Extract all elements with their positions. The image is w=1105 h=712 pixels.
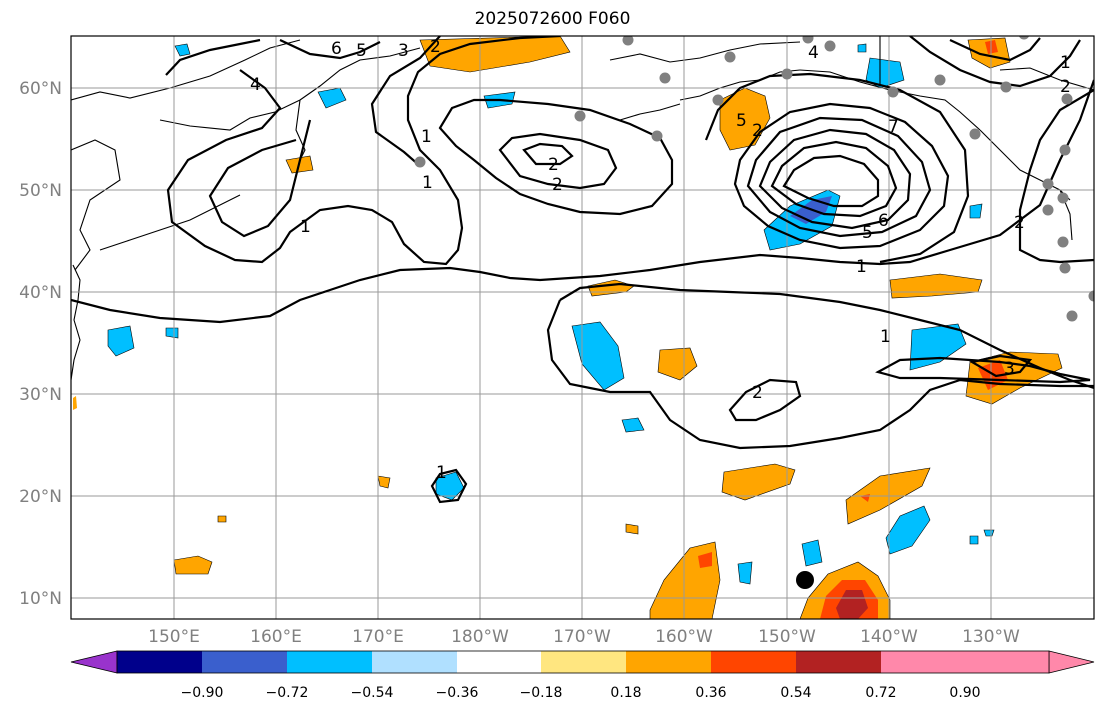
longitude-labels: 150°E 160°E 170°E 180°W 170°W 160°W 150°… <box>148 627 1020 647</box>
shaded-anomalies <box>73 36 1063 619</box>
contour-label: 5 <box>356 41 367 61</box>
contour-label: 3 <box>1004 359 1015 379</box>
lon-label: 160°E <box>250 627 302 647</box>
colorbar-segment <box>117 651 202 673</box>
colorbar-segment <box>881 651 965 673</box>
contour-label: 1 <box>422 173 433 193</box>
colorbar-segment <box>796 651 881 673</box>
lat-label: 30°N <box>19 385 62 405</box>
colorbar-tick-label: −0.54 <box>351 685 394 701</box>
contour-label: 1 <box>300 217 311 237</box>
colorbar-extend-high <box>1048 650 1095 674</box>
colorbar-tick-label: 0.90 <box>949 685 980 701</box>
colorbar-segment <box>287 651 372 673</box>
contour-label: 1 <box>856 257 867 277</box>
colorbar-tick-label: 0.18 <box>610 685 641 701</box>
colorbar-segment <box>202 651 287 673</box>
colorbar-segment <box>711 651 796 673</box>
colorbar-tick-label: 0.72 <box>865 685 896 701</box>
contour-label: 2 <box>752 383 763 403</box>
latitude-labels: 60°N 50°N 40°N 30°N 20°N 10°N <box>19 79 62 609</box>
colorbar-tick-label: 0.36 <box>695 685 726 701</box>
colorbar-tick-label: −0.72 <box>266 685 309 701</box>
lon-label: 170°E <box>352 627 404 647</box>
colorbar-segment <box>965 651 1049 673</box>
colorbar-tick-label: −0.18 <box>520 685 563 701</box>
lat-label: 60°N <box>19 79 62 99</box>
lon-label: 130°W <box>962 627 1020 647</box>
colorbar-tick-label: 0.54 <box>780 685 811 701</box>
lon-label: 150°W <box>758 627 816 647</box>
colorbar-segment <box>541 651 626 673</box>
contour-label: 6 <box>878 211 889 231</box>
contour-lines <box>71 36 1094 504</box>
contour-label: 1 <box>436 463 447 483</box>
contour-label: 5 <box>862 223 873 243</box>
colorbar-segment <box>457 651 541 673</box>
contour-label: 1 <box>1060 53 1071 73</box>
coastlines <box>71 36 1094 381</box>
contour-label: 2 <box>1014 213 1025 233</box>
lon-label: 140°W <box>860 627 918 647</box>
contour-label: 2 <box>1060 77 1071 97</box>
contour-label: 1 <box>421 127 432 147</box>
station-dots <box>414 36 1094 322</box>
lon-label: 150°E <box>148 627 200 647</box>
colorbar-segment <box>372 651 457 673</box>
contour-label: 6 <box>331 39 342 59</box>
lat-label: 50°N <box>19 181 62 201</box>
map-frame <box>70 35 1095 620</box>
contour-labels: 6 5 4 3 2 1 1 2 2 7 5 6 1 1 2 3 2 1 1 5 … <box>250 37 1071 483</box>
lon-label: 170°W <box>553 627 611 647</box>
contour-label: 2 <box>548 155 559 175</box>
contour-label: 5 <box>736 111 747 131</box>
contour-label: 4 <box>250 75 261 95</box>
contour-label: 3 <box>398 41 409 61</box>
contour-label: 7 <box>888 117 899 137</box>
contour-label: 2 <box>552 175 563 195</box>
contour-label: 4 <box>808 43 819 63</box>
lon-label: 180°W <box>451 627 509 647</box>
colorbar-extend-low <box>70 650 118 674</box>
colorbar-tick-label: −0.90 <box>181 685 224 701</box>
contour-label: 1 <box>880 327 891 347</box>
map-title: 2025072600 F060 <box>474 9 631 29</box>
contour-label: 2 <box>752 121 763 141</box>
contour-label: 2 <box>430 37 441 57</box>
colorbar: −0.90 −0.72 −0.54 −0.36 −0.18 0.18 0.36 … <box>70 650 1095 701</box>
lat-label: 20°N <box>19 487 62 507</box>
lat-label: 10°N <box>19 589 62 609</box>
lon-label: 160°W <box>655 627 713 647</box>
lat-label: 40°N <box>19 283 62 303</box>
colorbar-tick-label: −0.36 <box>436 685 479 701</box>
storm-marker <box>796 571 814 589</box>
colorbar-segment <box>626 651 711 673</box>
